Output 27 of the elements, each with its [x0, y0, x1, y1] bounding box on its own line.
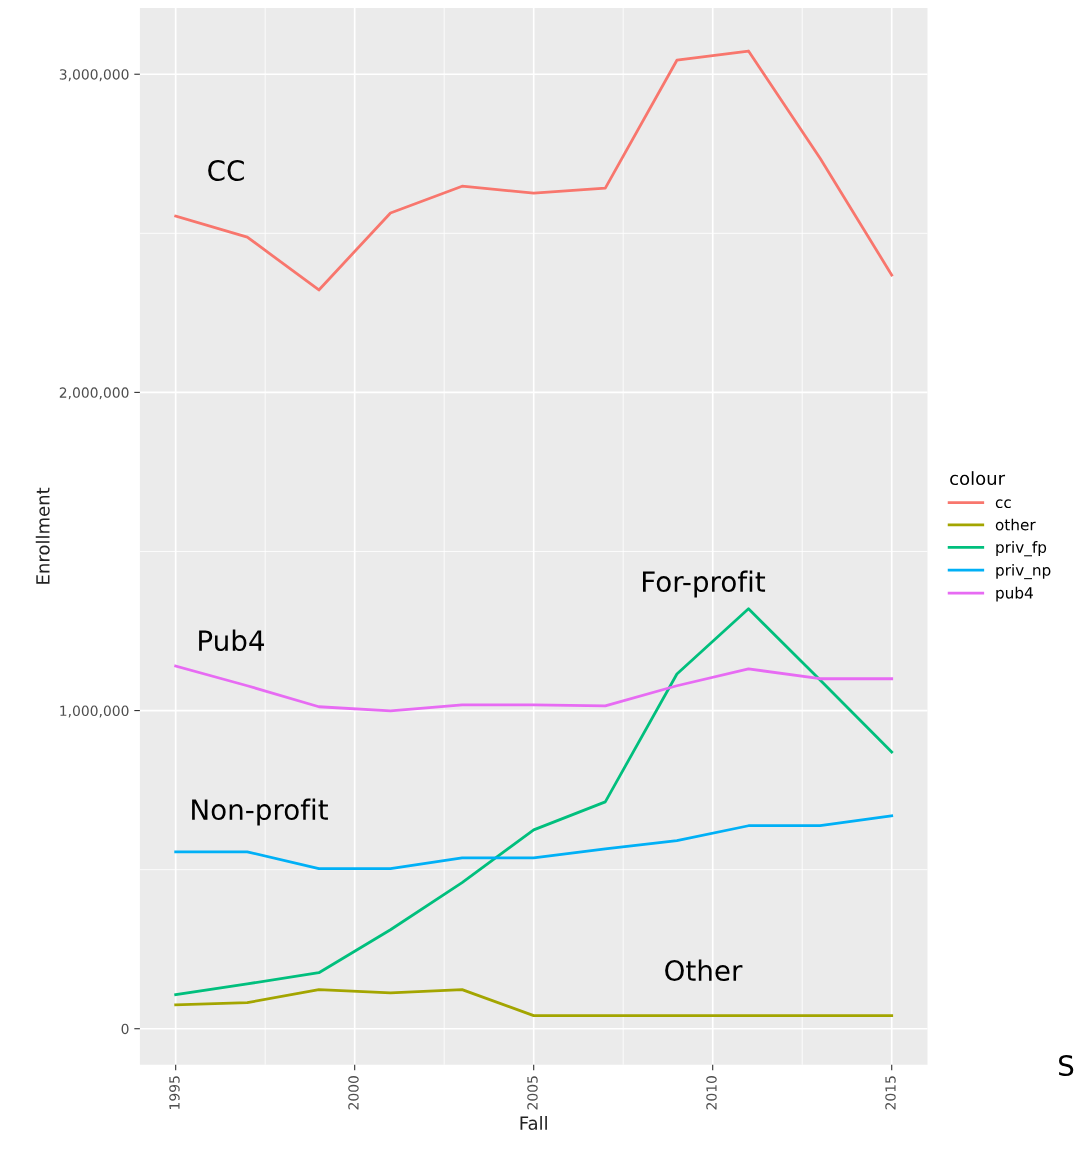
- legend-label: other: [995, 518, 1036, 531]
- annotation: Non-profit: [192, 798, 328, 826]
- y-tick-label: 0: [121, 1023, 129, 1035]
- annotation: Pub4: [199, 629, 265, 652]
- line-series: [174, 988, 894, 1018]
- annotation: Other: [665, 959, 743, 982]
- legend-label: priv_np: [996, 563, 1051, 580]
- y-axis-title: Enrollment: [35, 487, 50, 584]
- legend-label: cc: [995, 499, 1011, 509]
- legend-title: colour: [950, 471, 1006, 486]
- x-tick-label: 2015: [885, 1076, 896, 1110]
- legend-label: pub4: [996, 586, 1033, 602]
- x-tick-label: 2010: [706, 1076, 717, 1110]
- x-tick-label: 2005: [527, 1076, 538, 1110]
- annotation: For-profit: [643, 570, 766, 598]
- text: S: [1059, 1055, 1074, 1077]
- y-tick-label: 1,000,000: [60, 705, 129, 718]
- y-tick-label: 3,000,000: [59, 69, 129, 82]
- legend-label: priv_fp: [996, 541, 1047, 557]
- x-tick-label: 1995: [169, 1076, 180, 1109]
- x-tick-label: 2000: [348, 1076, 359, 1110]
- annotation: CC: [208, 160, 244, 182]
- y-tick-label: 2,000,000: [59, 387, 129, 400]
- x-axis-title: Fall: [520, 1115, 547, 1130]
- line-series: [174, 607, 894, 997]
- line-series: [174, 664, 894, 713]
- line-series: [174, 49, 894, 292]
